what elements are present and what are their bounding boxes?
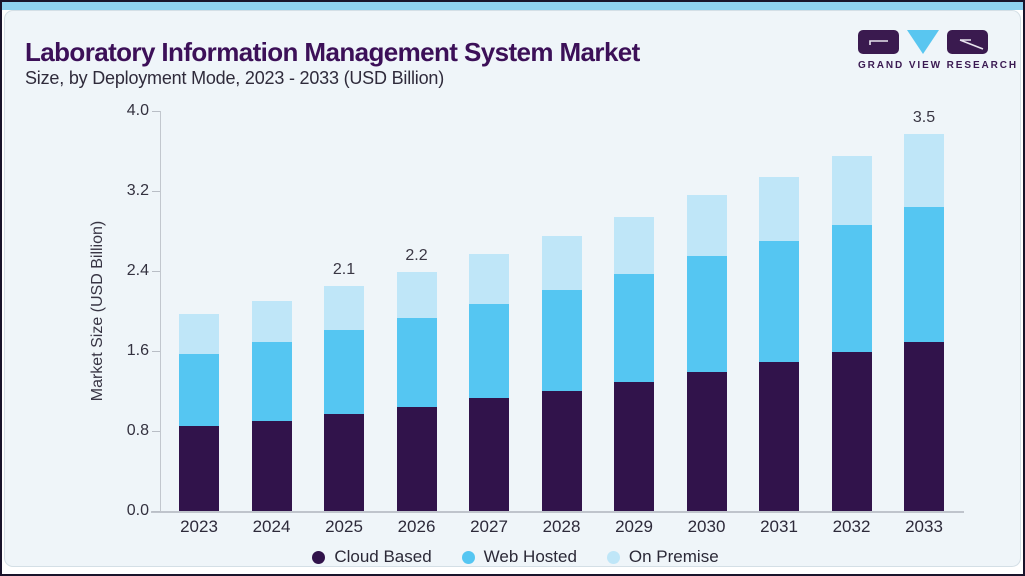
bar-segment-cloud-based bbox=[831, 352, 872, 511]
x-axis-category-label: 2025 bbox=[325, 517, 363, 536]
x-axis-category-label: 2023 bbox=[180, 517, 218, 536]
x-axis-line bbox=[151, 511, 964, 513]
x-axis-category-label: 2027 bbox=[470, 517, 508, 536]
bar-segment-cloud-based bbox=[324, 414, 364, 511]
page-subtitle: Size, by Deployment Mode, 2023 - 2033 (U… bbox=[25, 68, 445, 88]
legend-item-web-hosted: Web Hosted bbox=[461, 547, 577, 567]
x-axis-category-label: 2031 bbox=[760, 517, 798, 536]
y-tick-label: 0.0 bbox=[126, 502, 149, 519]
y-tick-label: 0.8 bbox=[126, 422, 149, 439]
bar-segment-web-hosted bbox=[831, 225, 872, 352]
legend-label: On Premise bbox=[628, 547, 719, 566]
y-tick-label: 4.0 bbox=[126, 102, 149, 119]
bar-segment-web-hosted bbox=[614, 274, 654, 382]
y-tick-mark bbox=[152, 511, 160, 512]
bar-segment-cloud-based bbox=[614, 382, 654, 511]
bar-total-label: 2.1 bbox=[332, 261, 356, 278]
logo-r-mark-icon bbox=[947, 30, 988, 54]
bar-segment-cloud-based bbox=[179, 426, 219, 511]
legend-item-on-premise: On Premise bbox=[606, 547, 719, 567]
y-tick-label: 2.4 bbox=[126, 262, 149, 279]
bar-segment-on-premise bbox=[251, 301, 292, 342]
bar-segment-web-hosted bbox=[759, 241, 799, 362]
bar-total-label: 3.5 bbox=[912, 109, 936, 126]
bar-segment-on-premise bbox=[469, 254, 509, 304]
x-axis-category-label: 2028 bbox=[542, 517, 581, 536]
x-axis-category-label: 2033 bbox=[905, 517, 943, 536]
bar-segment-web-hosted bbox=[179, 354, 219, 426]
bar-segment-cloud-based bbox=[541, 391, 582, 511]
y-tick-label: 3.2 bbox=[126, 182, 149, 199]
x-axis-category-label: 2032 bbox=[832, 517, 871, 536]
y-tick-mark bbox=[152, 431, 160, 432]
legend-dot-icon bbox=[312, 550, 326, 564]
y-tick-mark bbox=[152, 271, 160, 272]
x-axis-category-label: 2030 bbox=[687, 517, 726, 536]
y-tick-mark bbox=[152, 191, 160, 192]
legend-item-cloud-based: Cloud Based bbox=[312, 547, 432, 567]
bar-segment-on-premise bbox=[541, 236, 582, 290]
grand-view-research-logo: GRAND VIEW RESEARCH bbox=[858, 30, 1018, 78]
bar-segment-on-premise bbox=[614, 217, 654, 274]
bar-segment-web-hosted bbox=[541, 290, 582, 391]
bar-segment-cloud-based bbox=[759, 362, 799, 511]
bar-segment-cloud-based bbox=[904, 342, 944, 511]
chart-legend: Cloud Based Web Hosted On Premise bbox=[5, 547, 1023, 567]
bar-segment-on-premise bbox=[324, 286, 364, 330]
bar-segment-on-premise bbox=[759, 177, 799, 241]
x-axis-category-label: 2026 bbox=[397, 517, 436, 536]
chart-card: Laboratory Information Management System… bbox=[4, 10, 1021, 567]
bar-segment-on-premise bbox=[831, 156, 872, 225]
page-title: Laboratory Information Management System… bbox=[25, 37, 640, 67]
logo-brand-text: GRAND VIEW RESEARCH bbox=[858, 60, 1018, 71]
x-axis-category-label: 2024 bbox=[252, 517, 291, 536]
bar-segment-web-hosted bbox=[324, 330, 364, 414]
y-tick-label: 1.6 bbox=[126, 342, 149, 359]
stacked-bar-chart: Market Size (USD Billion) Cloud Based Web… bbox=[5, 11, 1023, 572]
y-tick-mark bbox=[152, 351, 160, 352]
x-axis-category-label: 2029 bbox=[615, 517, 653, 536]
legend-dot-icon bbox=[461, 550, 475, 564]
top-accent-strip bbox=[2, 2, 1023, 10]
bar-segment-on-premise bbox=[904, 134, 944, 207]
bar-segment-cloud-based bbox=[396, 407, 437, 511]
logo-v-triangle-icon bbox=[907, 30, 939, 54]
bar-segment-web-hosted bbox=[686, 256, 727, 372]
legend-dot-icon bbox=[606, 550, 620, 564]
bar-segment-cloud-based bbox=[686, 372, 727, 511]
bar-segment-on-premise bbox=[686, 195, 727, 256]
bar-total-label: 2.2 bbox=[405, 247, 428, 264]
bar-segment-on-premise bbox=[179, 314, 219, 354]
legend-label: Cloud Based bbox=[334, 547, 432, 566]
bar-segment-cloud-based bbox=[469, 398, 509, 511]
bar-segment-web-hosted bbox=[251, 342, 292, 421]
bar-segment-web-hosted bbox=[469, 304, 509, 398]
y-axis-title: Market Size (USD Billion) bbox=[89, 220, 106, 402]
y-tick-mark bbox=[152, 111, 160, 112]
bar-segment-web-hosted bbox=[904, 207, 944, 342]
y-axis-line bbox=[160, 111, 161, 511]
bar-segment-web-hosted bbox=[396, 318, 437, 407]
logo-g-mark-icon bbox=[858, 30, 899, 54]
bar-segment-on-premise bbox=[396, 272, 437, 318]
legend-label: Web Hosted bbox=[483, 547, 577, 566]
bar-segment-cloud-based bbox=[251, 421, 292, 511]
